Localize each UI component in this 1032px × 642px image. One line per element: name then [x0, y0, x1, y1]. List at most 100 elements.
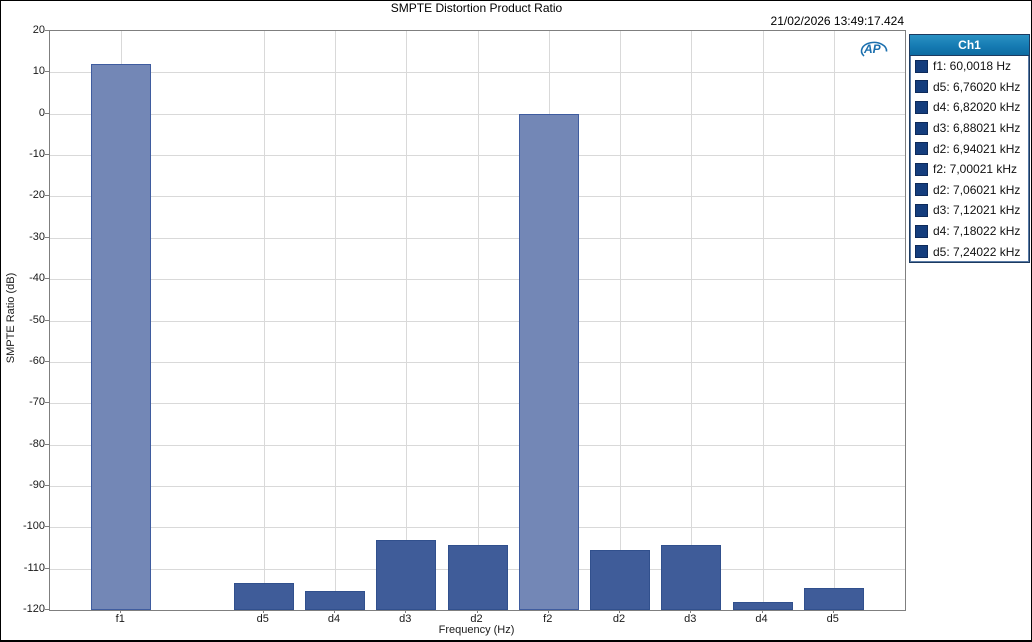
legend-marker-icon: [915, 245, 928, 259]
y-tick-mark: [45, 567, 49, 569]
bar-d2: [590, 550, 650, 610]
legend-marker-icon: [915, 121, 928, 135]
x-tick-mark: [405, 610, 407, 613]
y-tick-label: -20: [29, 189, 45, 202]
y-tick-mark: [45, 278, 49, 280]
y-tick-mark: [45, 154, 49, 156]
y-tick-label: -120: [22, 603, 45, 615]
legend-marker-icon: [915, 80, 928, 94]
x-gridline: [762, 31, 764, 610]
x-tick-mark: [832, 610, 834, 613]
y-tick-label: -100: [22, 520, 45, 533]
bar-f2: [518, 113, 579, 610]
y-tick-mark: [45, 195, 49, 197]
x-gridline: [477, 31, 479, 610]
bar-d4: [732, 601, 793, 610]
x-gridline: [335, 31, 336, 610]
y-tick-label: -90: [29, 478, 45, 491]
channel-legend: Ch1 f1: 60,0018 Hz d5: 6,76020 kHz d4: 6,8…: [909, 34, 1030, 263]
x-tick-label: f1: [115, 613, 125, 625]
legend-marker-icon: [915, 100, 928, 114]
y-tick-mark: [45, 360, 49, 362]
y-tick-mark: [45, 609, 49, 610]
timestamp: 21/02/2026 13:49:17.424: [770, 14, 904, 28]
legend-rows: f1: 60,0018 Hz d5: 6,76020 kHz d4: 6,82020…: [910, 56, 1029, 262]
svg-text:AP: AP: [863, 42, 882, 56]
legend-entry[interactable]: d2: 6,94021 kHz: [910, 138, 1029, 159]
y-tick-label: -60: [29, 354, 45, 367]
y-tick-mark: [45, 443, 49, 445]
legend-entry[interactable]: d3: 7,12021 kHz: [910, 200, 1029, 221]
legend-entry[interactable]: d5: 6,76020 kHz: [910, 77, 1029, 98]
x-tick-label: d3: [399, 613, 412, 625]
legend-entry[interactable]: d4: 7,18022 kHz: [910, 221, 1029, 242]
legend-entry[interactable]: d3: 6,88021 kHz: [910, 118, 1029, 139]
legend-entry[interactable]: d4: 6,82020 kHz: [910, 97, 1029, 118]
x-tick-label: d2: [470, 613, 483, 625]
legend-entry-label: d5: 6,76020 kHz: [933, 79, 1021, 94]
bar-d2: [447, 545, 508, 610]
y-tick-mark: [45, 319, 49, 321]
legend-header: Ch1: [910, 35, 1029, 56]
y-tick-mark: [45, 402, 49, 404]
chart-title: SMPTE Distortion Product Ratio: [390, 1, 563, 15]
legend-entry-label: d4: 7,18022 kHz: [933, 224, 1021, 239]
y-tick-mark: [45, 71, 49, 73]
x-tick-label: f2: [543, 613, 553, 625]
x-gridline: [406, 31, 408, 610]
legend-entry[interactable]: f1: 60,0018 Hz: [910, 56, 1029, 77]
x-tick-mark: [761, 610, 763, 613]
x-tick-mark: [476, 610, 478, 613]
y-tick-label: 20: [32, 24, 45, 36]
y-tick-mark: [45, 526, 49, 528]
x-gridline: [833, 31, 835, 610]
y-tick-mark: [45, 236, 49, 238]
y-tick-label: 0: [38, 106, 45, 119]
x-tick-mark: [120, 610, 122, 613]
legend-entry[interactable]: d2: 7,06021 kHz: [910, 180, 1029, 201]
x-tick-label: d2: [612, 613, 626, 625]
bar-d5: [233, 583, 294, 610]
x-axis-title: Frequency (Hz): [438, 624, 515, 636]
bar-f1: [91, 64, 152, 610]
legend-marker-icon: [915, 142, 928, 156]
y-tick-label: -30: [29, 230, 45, 243]
plot-area[interactable]: AP: [49, 30, 906, 611]
y-tick-mark: [45, 30, 49, 31]
legend-entry-label: d3: 7,12021 kHz: [933, 203, 1021, 218]
legend-entry[interactable]: f2: 7,00021 kHz: [910, 159, 1029, 180]
x-tick-label: d4: [327, 613, 341, 625]
ap-logo-icon: AP: [860, 41, 888, 57]
bar-d5: [803, 588, 864, 610]
bar-d3: [661, 545, 722, 610]
legend-entry-label: d2: 7,06021 kHz: [933, 182, 1021, 197]
x-tick-mark: [619, 610, 620, 613]
legend-marker-icon: [915, 224, 928, 238]
legend-marker-icon: [915, 203, 928, 217]
y-tick-label: -40: [29, 272, 45, 285]
x-tick-label: d4: [755, 613, 768, 625]
y-tick-label: -10: [29, 148, 45, 161]
legend-entry-label: f2: 7,00021 kHz: [933, 162, 1018, 177]
legend-entry-label: d5: 7,24022 kHz: [933, 244, 1021, 259]
y-tick-label: -70: [29, 396, 45, 409]
x-gridline: [263, 31, 265, 610]
y-tick-mark: [45, 112, 49, 114]
y-tick-label: -80: [29, 437, 45, 450]
y-tick-label: 10: [32, 65, 45, 78]
x-tick-mark: [262, 610, 264, 613]
x-tick-label: d3: [684, 613, 697, 625]
bar-d4: [305, 591, 365, 610]
y-tick-label: -110: [23, 561, 45, 574]
bar-d3: [376, 539, 437, 610]
legend-entry[interactable]: d5: 7,24022 kHz: [910, 241, 1029, 262]
y-tick-mark: [45, 484, 49, 486]
x-tick-label: d5: [826, 613, 839, 625]
x-gridline: [691, 31, 693, 610]
legend-entry-label: d2: 6,94021 kHz: [933, 141, 1021, 156]
x-tick-mark: [690, 610, 692, 613]
legend-marker-icon: [915, 59, 928, 73]
legend-entry-label: f1: 60,0018 Hz: [933, 59, 1012, 74]
legend-marker-icon: [915, 162, 928, 176]
